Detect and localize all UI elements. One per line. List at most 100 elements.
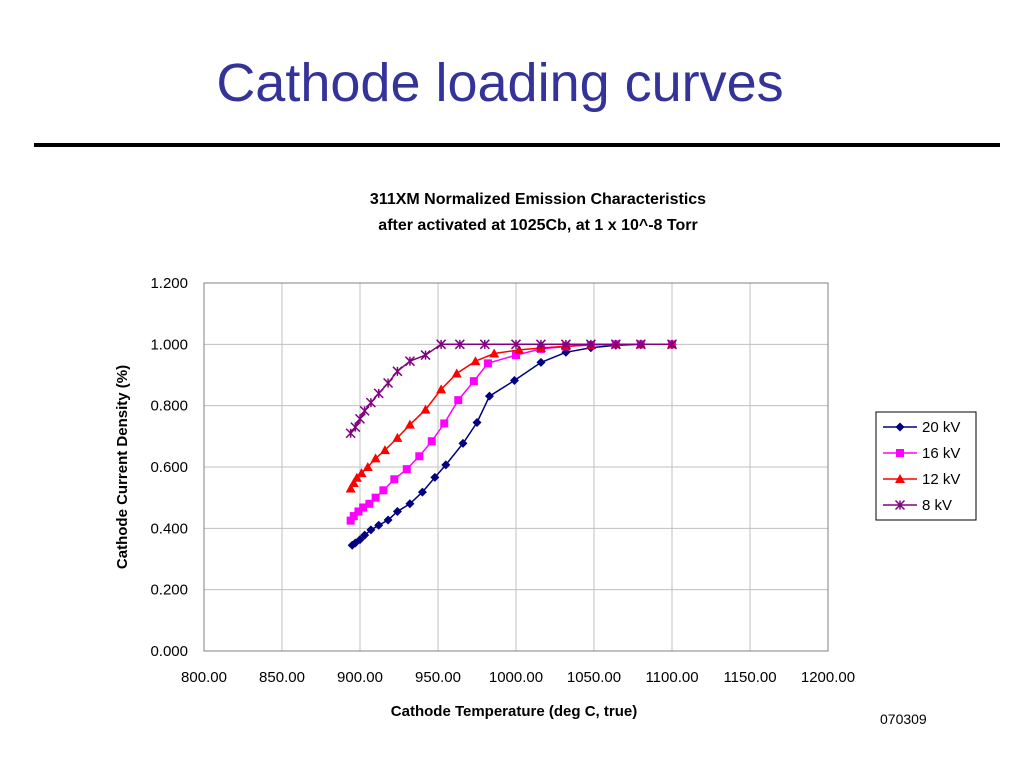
legend-label: 12 kV xyxy=(922,471,960,488)
data-point-8-kv xyxy=(610,339,621,350)
data-point-12-kv xyxy=(345,483,356,493)
data-point-8-kv xyxy=(666,339,678,350)
data-point-8-kv xyxy=(392,366,403,377)
x-axis-label: Cathode Temperature (deg C, true) xyxy=(391,703,637,720)
data-point-20-kv xyxy=(355,535,365,545)
series-line-8-kv xyxy=(350,343,672,434)
data-point-12-kv xyxy=(351,472,362,482)
chart-subtitle: after activated at 1025Cb, at 1 x 10^-8 … xyxy=(378,217,697,234)
data-point-20-kv xyxy=(472,418,482,428)
data-point-8-kv xyxy=(383,377,394,389)
data-point-16-kv xyxy=(354,507,363,516)
series-8-kv xyxy=(345,339,678,439)
data-point-8-kv xyxy=(350,422,361,433)
data-point-8-kv xyxy=(354,413,366,424)
x-tick-label: 850.00 xyxy=(259,669,305,686)
y-tick-label: 0.000 xyxy=(150,643,188,660)
data-point-8-kv xyxy=(535,339,546,350)
plot-area xyxy=(203,282,829,652)
data-point-20-kv xyxy=(509,376,519,386)
data-point-16-kv xyxy=(512,351,520,360)
data-point-16-kv xyxy=(402,465,411,474)
data-point-12-kv xyxy=(470,356,481,366)
y-tick-label: 0.200 xyxy=(150,582,188,599)
data-point-12-kv xyxy=(392,432,403,442)
data-point-16-kv xyxy=(371,493,380,502)
data-point-8-kv xyxy=(479,339,490,350)
data-point-12-kv xyxy=(436,384,447,394)
data-point-8-kv xyxy=(359,405,370,416)
axis-ticks: 800.00 850.00 900.00 950.00 1000.00 1050.00 11… xyxy=(150,275,855,686)
data-point-20-kv xyxy=(441,460,451,470)
slide-title: Cathode loading curves xyxy=(216,53,784,113)
data-point-12-kv xyxy=(370,453,381,463)
data-point-8-kv xyxy=(585,339,596,350)
legend-label: 20 kV xyxy=(922,419,960,436)
x-tick-label: 1200.00 xyxy=(801,669,855,686)
x-tick-label: 900.00 xyxy=(337,669,383,686)
data-point-8-kv xyxy=(635,339,646,350)
data-point-20-kv xyxy=(430,472,440,482)
data-point-20-kv xyxy=(374,520,384,530)
data-point-20-kv xyxy=(417,487,427,497)
data-point-16-kv xyxy=(483,359,492,368)
series-12-kv xyxy=(345,339,677,493)
data-point-20-kv xyxy=(536,357,546,367)
y-axis-label: Cathode Current Density (%) xyxy=(114,365,131,569)
data-point-12-kv xyxy=(514,344,525,354)
legend-item-12-kv: 12 kV xyxy=(883,471,960,488)
legend-label: 16 kV xyxy=(922,445,960,462)
legend-item-16-kv: 16 kV xyxy=(883,445,960,462)
chart-title: 311XM Normalized Emission Characteristic… xyxy=(370,191,706,208)
data-point-16-kv xyxy=(440,419,449,428)
data-point-20-kv xyxy=(383,515,393,525)
data-point-12-kv xyxy=(348,477,359,487)
data-point-12-kv xyxy=(489,348,500,358)
data-point-16-kv xyxy=(469,377,478,386)
data-point-16-kv xyxy=(390,475,399,484)
data-point-20-kv xyxy=(366,525,376,535)
y-tick-label: 1.200 xyxy=(150,275,188,292)
legend-item-8-kv: 8 kV xyxy=(883,497,952,514)
x-tick-label: 800.00 xyxy=(181,669,227,686)
data-point-8-kv xyxy=(560,339,571,350)
y-tick-label: 0.800 xyxy=(150,398,188,415)
series-group xyxy=(345,339,678,550)
title-divider xyxy=(34,143,1000,147)
grid xyxy=(204,283,828,651)
data-point-12-kv xyxy=(404,419,415,429)
data-point-16-kv xyxy=(427,437,436,446)
data-point-8-kv xyxy=(373,388,384,399)
data-point-8-kv xyxy=(454,339,465,350)
y-tick-label: 0.400 xyxy=(150,520,188,537)
y-tick-label: 1.000 xyxy=(150,336,188,353)
legend-item-20-kv: 20 kV xyxy=(883,419,960,436)
x-tick-label: 950.00 xyxy=(415,669,461,686)
footer-code: 070309 xyxy=(880,711,927,727)
x-tick-label: 1000.00 xyxy=(489,669,543,686)
x-tick-label: 1150.00 xyxy=(723,669,776,686)
data-point-16-kv xyxy=(379,486,388,495)
data-point-12-kv xyxy=(379,445,390,455)
data-point-16-kv xyxy=(346,516,355,525)
data-point-20-kv xyxy=(405,499,415,509)
series-line-20-kv xyxy=(351,343,672,546)
data-point-16-kv xyxy=(349,512,358,521)
legend-marker xyxy=(896,449,904,457)
legend-marker xyxy=(894,499,906,511)
legend-marker xyxy=(895,422,905,432)
data-point-8-kv xyxy=(345,428,356,439)
data-point-16-kv xyxy=(365,499,374,508)
data-point-8-kv xyxy=(510,339,522,350)
legend-box xyxy=(875,411,977,521)
data-point-20-kv xyxy=(360,530,370,540)
series-16-kv xyxy=(346,340,676,525)
data-point-16-kv xyxy=(415,452,424,461)
legend-label: 8 kV xyxy=(922,497,952,514)
data-point-20-kv xyxy=(392,506,402,516)
data-point-8-kv xyxy=(436,339,447,350)
x-tick-label: 1100.00 xyxy=(645,669,698,686)
data-point-20-kv xyxy=(484,391,494,401)
legend-marker xyxy=(895,474,905,483)
